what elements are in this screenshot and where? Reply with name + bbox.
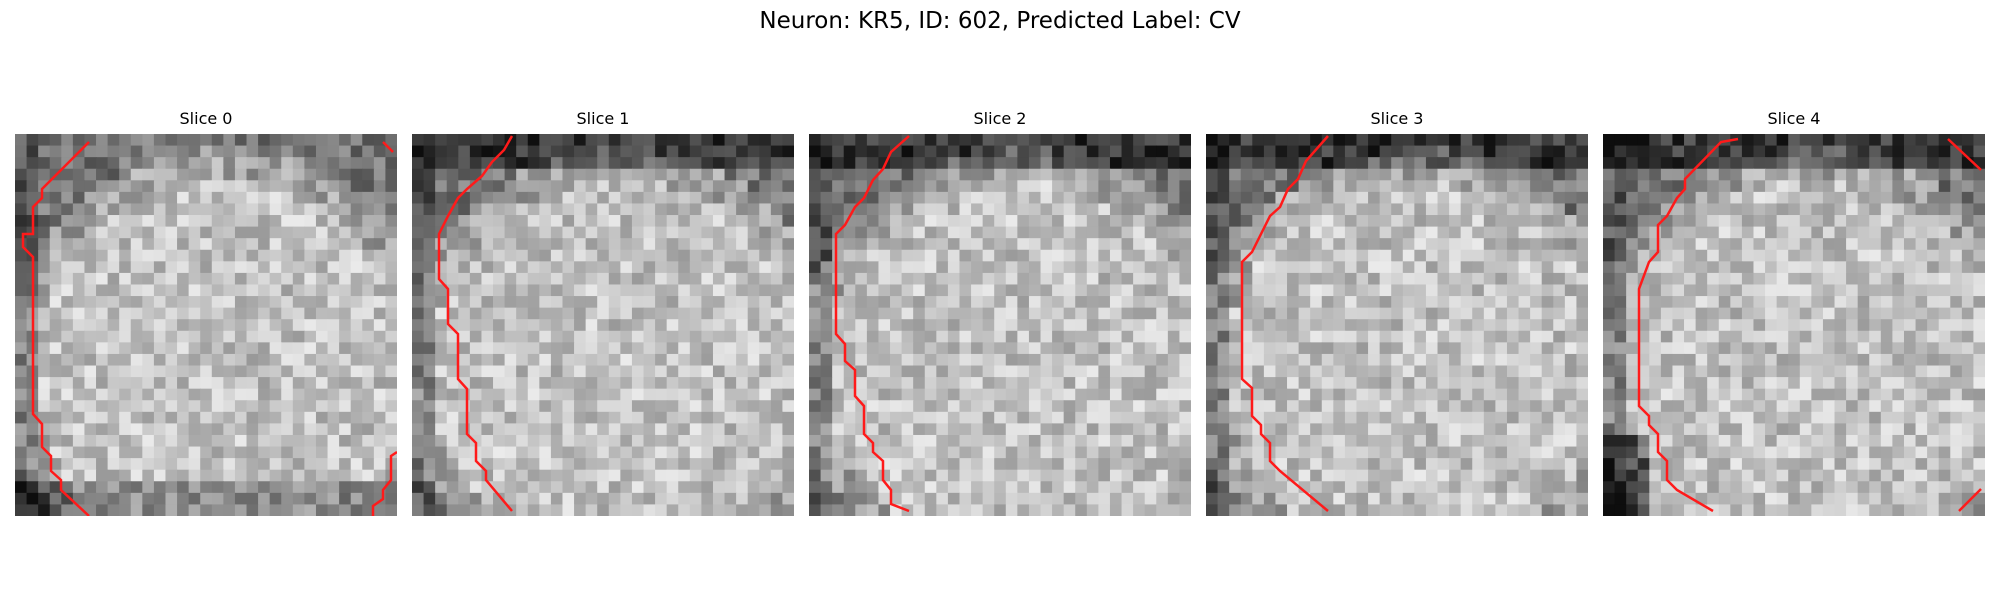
slice-4-contour-bottomright [1958,488,1982,512]
slice-0-image [15,134,397,516]
figure-title: Neuron: KR5, ID: 602, Predicted Label: C… [759,8,1241,34]
slice-0-contour-left [21,141,90,516]
slice-3-title: Slice 3 [1370,109,1424,128]
slice-4-contour-topright [1947,138,1982,171]
slice-2-image [809,134,1191,516]
slice-3-contour-left [1240,135,1329,512]
slice-4-contour-left [1637,137,1739,513]
slice-0-contour-bottomright [371,450,397,516]
slice-2-contour-left [834,135,910,513]
slice-1-title: Slice 1 [576,109,630,128]
slice-0-contour-topright [382,141,394,153]
slice-1-contour-left [437,135,514,512]
slice-1-image [412,134,794,516]
slice-0-title: Slice 0 [179,109,233,128]
slice-4-title: Slice 4 [1767,109,1821,128]
slice-4-image [1603,134,1985,516]
slice-3-image [1206,134,1588,516]
slice-2-title: Slice 2 [973,109,1027,128]
